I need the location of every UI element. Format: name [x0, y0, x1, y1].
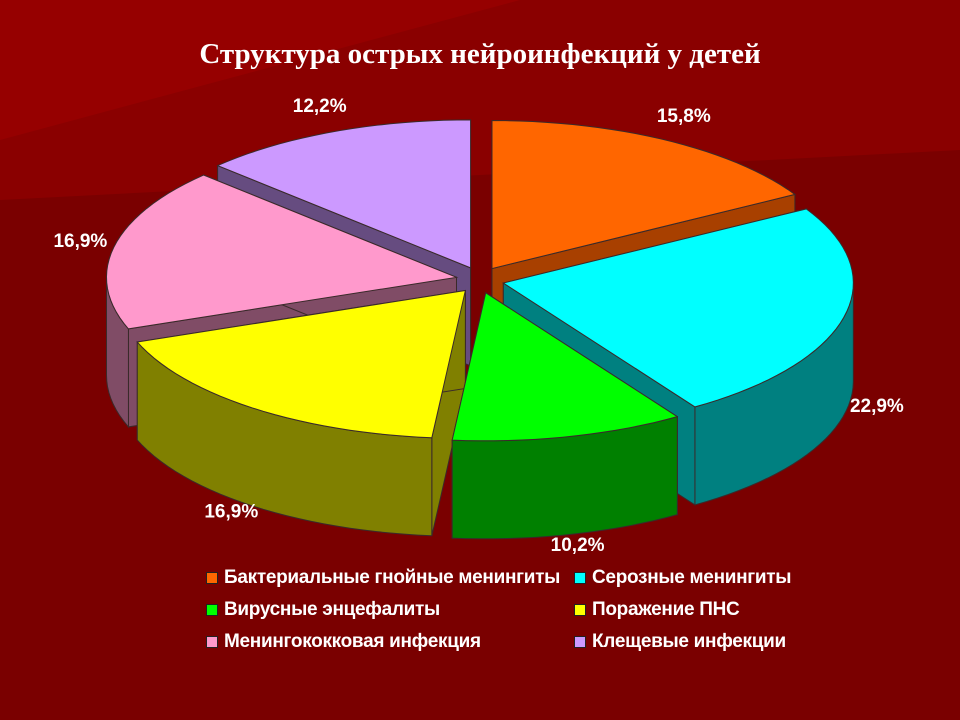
legend-swatch	[574, 604, 586, 616]
slice-top	[105, 174, 459, 330]
legend-swatch	[206, 572, 218, 584]
legend-label: Поражение ПНС	[592, 599, 740, 620]
legend-item: Серозные менингиты	[574, 566, 824, 590]
legend-swatch	[206, 636, 218, 648]
chart-legend: Бактериальные гнойные менингиты Серозные …	[206, 566, 826, 654]
legend-label: Менингококковая инфекция	[224, 631, 481, 652]
legend-item: Вирусные энцефалиты	[206, 598, 574, 622]
slice-value-label: 16,9%	[53, 231, 107, 252]
slice-top	[136, 289, 467, 440]
slice-top	[451, 292, 679, 442]
slice-value-label: 12,2%	[293, 96, 347, 117]
slice-top	[491, 120, 797, 270]
legend-label: Клещевые инфекции	[592, 631, 786, 652]
legend-swatch	[574, 636, 586, 648]
pie-slice	[136, 289, 467, 537]
pie-slice	[451, 291, 679, 540]
legend-item: Бактериальные гнойные менингиты	[206, 566, 574, 590]
slice-value-label: 10,2%	[551, 535, 605, 556]
legend-label: Бактериальные гнойные менингиты	[224, 567, 561, 588]
slice-value-label: 15,8%	[657, 106, 711, 127]
slice-value-label: 16,9%	[204, 501, 258, 522]
legend-item: Поражение ПНС	[574, 598, 824, 622]
legend-item: Менингококковая инфекция	[206, 630, 574, 654]
slice-top	[216, 119, 472, 269]
slice-value-label: 22,9%	[850, 396, 904, 417]
legend-swatch	[206, 604, 218, 616]
legend-label: Серозные менингиты	[592, 567, 792, 588]
legend-swatch	[574, 572, 586, 584]
legend-item: Клещевые инфекции	[574, 630, 824, 654]
legend-label: Вирусные энцефалиты	[224, 599, 440, 620]
slide-title: Структура острых нейроинфекций у детей	[199, 38, 761, 70]
slice-top	[502, 208, 854, 408]
